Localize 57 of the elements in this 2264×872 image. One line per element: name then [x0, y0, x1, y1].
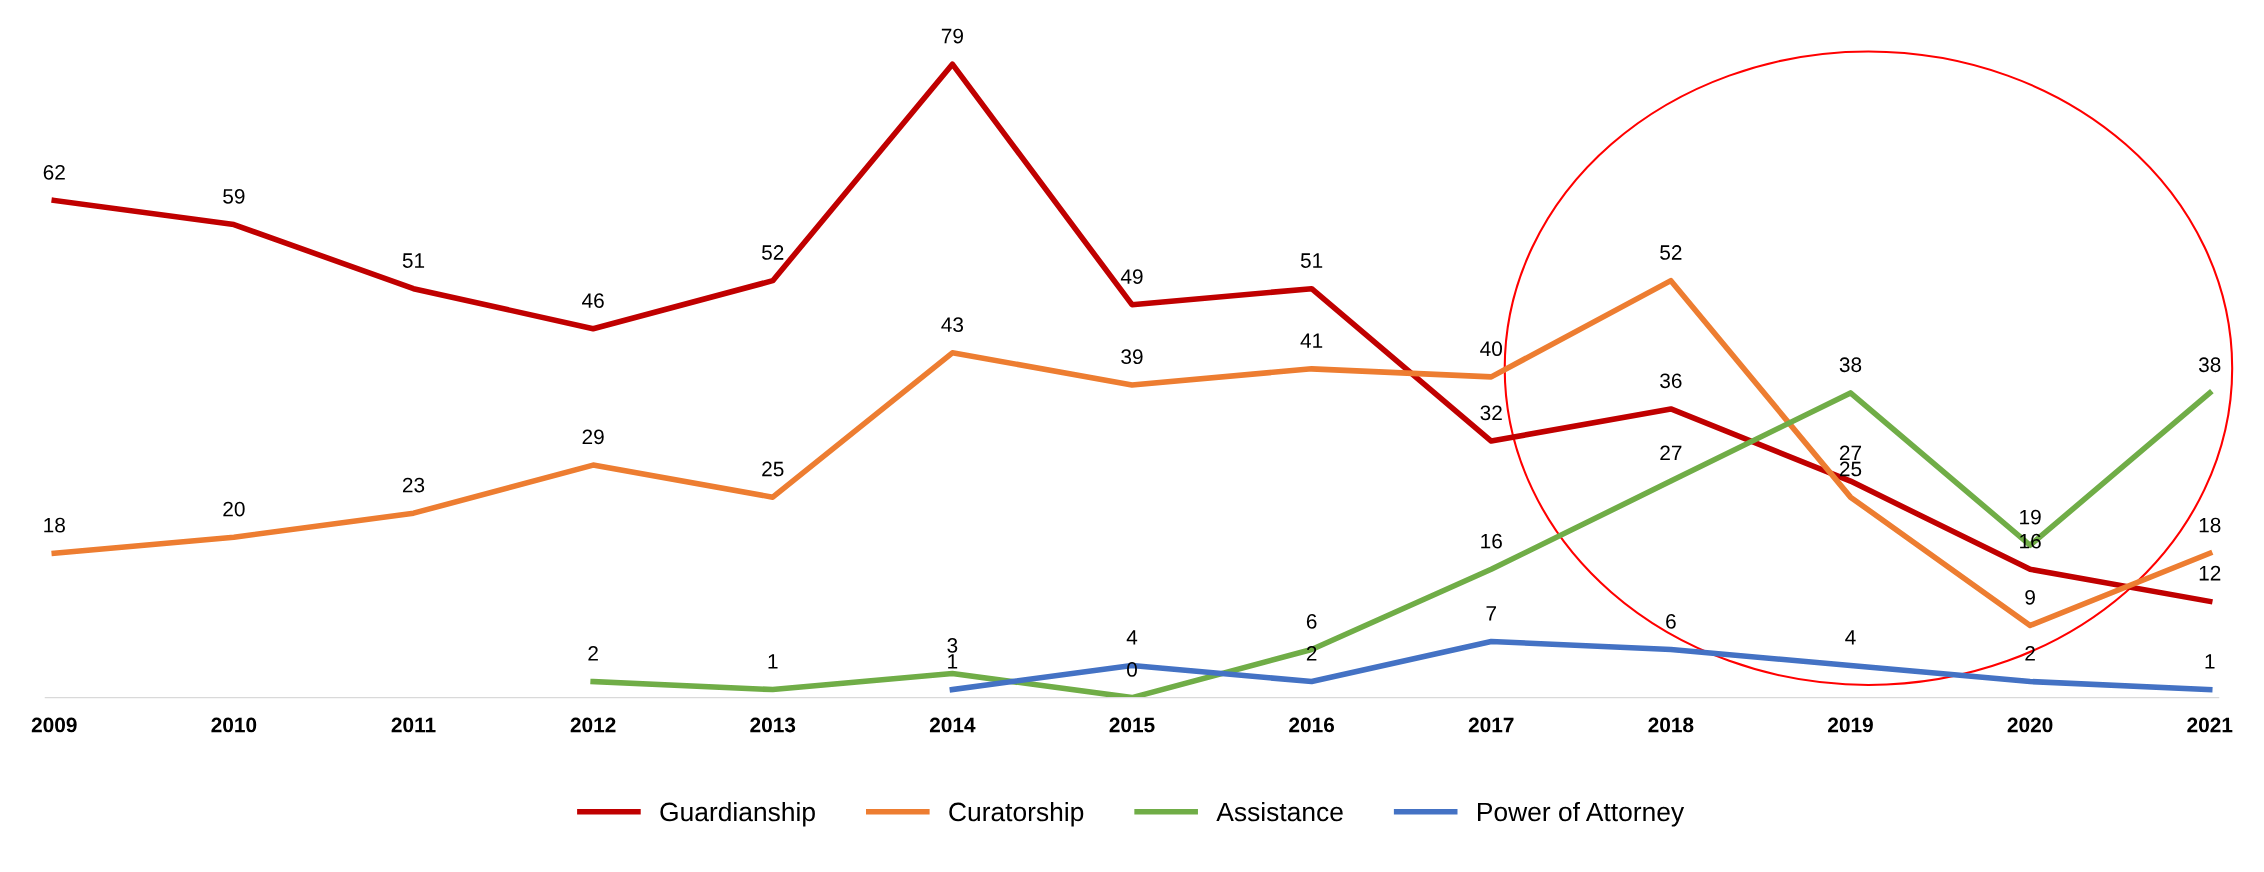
data-label: 59	[223, 188, 245, 204]
data-label: 29	[582, 429, 604, 445]
data-label: 62	[43, 164, 65, 180]
data-label: 40	[1480, 341, 1503, 357]
data-label: 39	[1121, 349, 1143, 365]
x-tick-label: 2019	[1828, 717, 1873, 733]
legend-label: Power of Attorney	[1478, 801, 1685, 827]
x-tick-label: 2011	[391, 717, 436, 733]
data-label: 18	[2199, 517, 2221, 533]
data-label: 1	[768, 654, 778, 669]
data-label: 52	[1660, 245, 1682, 260]
data-label: 25	[762, 461, 784, 477]
x-tick-label: 2010	[211, 717, 257, 733]
x-tick-label: 2021	[2187, 717, 2233, 733]
x-tick-label: 2018	[1648, 717, 1694, 733]
data-label: 52	[762, 245, 784, 260]
x-tick-label: 2015	[1109, 717, 1155, 733]
data-label: 25	[1839, 461, 1862, 477]
data-label: 43	[941, 317, 964, 333]
data-label: 7	[1486, 606, 1496, 621]
data-label: 9	[2025, 589, 2035, 605]
data-label: 4	[1845, 630, 1856, 645]
x-tick-label: 2016	[1289, 717, 1335, 733]
data-label: 38	[2198, 357, 2221, 373]
x-tick-label: 2013	[750, 717, 796, 733]
data-label: 23	[402, 477, 425, 493]
data-label: 4	[1126, 630, 1138, 645]
legend-label: Guardianship	[660, 801, 815, 827]
data-label: 20	[223, 501, 245, 517]
data-label: 79	[941, 28, 963, 44]
data-label: 27	[1660, 445, 1682, 461]
data-label: 2	[588, 646, 598, 661]
x-tick-label: 2012	[570, 717, 616, 733]
data-label: 32	[1480, 405, 1502, 421]
x-tick-label: 2014	[929, 717, 976, 733]
data-label: 1	[948, 654, 958, 669]
data-label: 3	[947, 638, 958, 653]
data-label: 19	[2020, 509, 2041, 525]
data-label: 6	[1666, 613, 1676, 629]
data-label: 12	[2199, 565, 2221, 581]
data-label: 38	[1839, 357, 1862, 373]
data-label: 27	[1839, 445, 1862, 461]
x-tick-label: 2009	[31, 717, 77, 733]
legend-label: Assistance	[1216, 801, 1343, 822]
x-tick-label: 2017	[1468, 717, 1514, 733]
data-label: 49	[1120, 269, 1143, 284]
data-label: 41	[1300, 333, 1323, 348]
data-label: 18	[44, 517, 65, 533]
data-label: 6	[1306, 613, 1317, 629]
legend-label: Curatorship	[949, 801, 1084, 827]
data-label: 1	[2205, 654, 2215, 669]
data-label: 46	[582, 293, 604, 308]
data-label: 51	[402, 253, 425, 268]
x-tick-label: 2020	[2007, 717, 2053, 733]
data-label: 36	[1660, 373, 1682, 389]
data-label: 16	[1481, 533, 1502, 549]
data-label: 51	[1300, 253, 1323, 268]
